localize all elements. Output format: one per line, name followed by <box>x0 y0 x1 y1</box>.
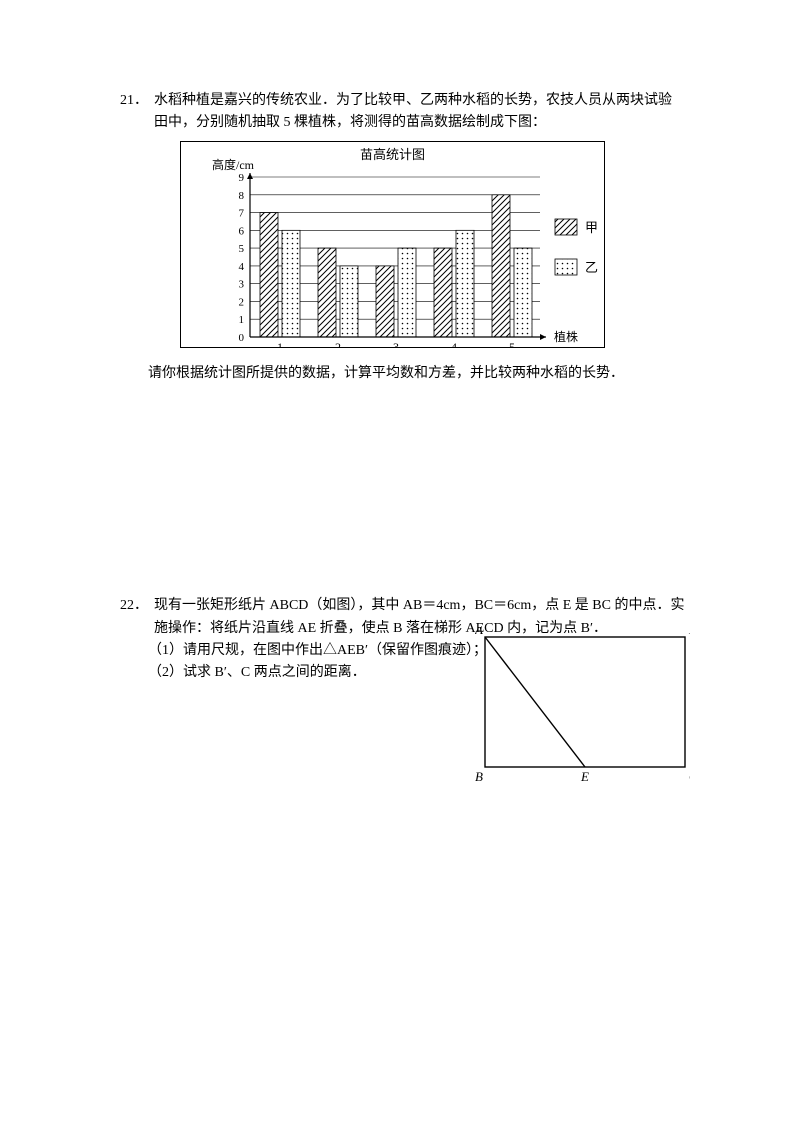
svg-text:E: E <box>580 769 589 784</box>
q21-line1: 水稻种植是嘉兴的传统农业．为了比较甲、乙两种水稻的长势，农技人员从两块试验 <box>154 93 672 108</box>
svg-text:乙: 乙 <box>585 260 598 275</box>
svg-text:2: 2 <box>335 340 341 348</box>
q21-number: 21． <box>120 90 148 135</box>
q21-line2: 田中，分别随机抽取 5 棵植株，将测得的苗高数据绘制成下图： <box>154 115 546 130</box>
svg-text:0: 0 <box>239 332 245 344</box>
svg-text:4: 4 <box>451 340 457 348</box>
q21-text: 水稻种植是嘉兴的传统农业．为了比较甲、乙两种水稻的长势，农技人员从两块试验 田中… <box>154 90 690 135</box>
svg-text:高度/cm: 高度/cm <box>212 157 255 172</box>
svg-text:3: 3 <box>393 340 399 348</box>
svg-text:A: A <box>475 627 483 637</box>
svg-text:5: 5 <box>509 340 515 348</box>
svg-text:9: 9 <box>239 172 245 184</box>
svg-text:B: B <box>475 769 483 784</box>
svg-text:植株: 植株 <box>554 329 578 344</box>
svg-text:1: 1 <box>277 340 283 348</box>
svg-text:苗高统计图: 苗高统计图 <box>360 147 425 162</box>
svg-text:D: D <box>688 627 690 637</box>
svg-text:8: 8 <box>239 190 245 202</box>
svg-text:C: C <box>689 769 690 784</box>
svg-text:2: 2 <box>239 296 245 308</box>
rectangle-abcd-svg: A D B C E <box>475 627 690 790</box>
q21-followup: 请你根据统计图所提供的数据，计算平均数和方差，并比较两种水稻的长势． <box>148 363 690 385</box>
question-22: 22． 现有一张矩形纸片 ABCD（如图），其中 AB＝4cm，BC＝6cm，点… <box>120 595 690 685</box>
svg-text:5: 5 <box>239 243 245 255</box>
svg-text:7: 7 <box>239 207 245 219</box>
seedling-height-chart: 苗高统计图高度/cm 0 1 2 3 4 5 6 7 8 9 1 2 3 4 5 植株 甲乙 <box>180 141 605 348</box>
bar-chart-container: 苗高统计图高度/cm 0 1 2 3 4 5 6 7 8 9 1 2 3 4 5 植株 甲乙 <box>180 141 690 353</box>
q21-header: 21． 水稻种植是嘉兴的传统农业．为了比较甲、乙两种水稻的长势，农技人员从两块试… <box>120 90 690 135</box>
svg-text:1: 1 <box>239 314 245 326</box>
question-21: 21． 水稻种植是嘉兴的传统农业．为了比较甲、乙两种水稻的长势，农技人员从两块试… <box>120 90 690 385</box>
svg-text:4: 4 <box>239 261 245 273</box>
q22-number: 22． <box>120 595 148 640</box>
rectangle-figure: A D B C E <box>475 627 690 795</box>
svg-text:6: 6 <box>239 225 245 237</box>
svg-text:3: 3 <box>239 278 245 290</box>
svg-text:甲: 甲 <box>585 220 598 235</box>
